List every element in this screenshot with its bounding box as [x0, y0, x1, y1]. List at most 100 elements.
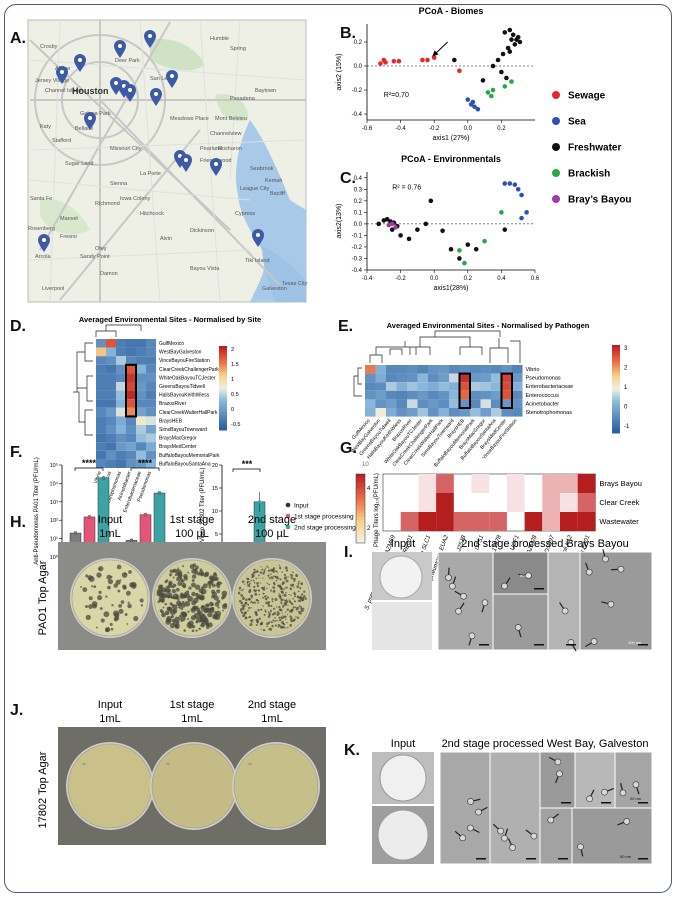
heatmap-cell [386, 390, 397, 400]
plaque [216, 589, 221, 594]
plaque [288, 600, 291, 603]
plaque [96, 572, 102, 578]
x-tick-label: 0.2 [497, 126, 506, 132]
plaque [186, 622, 192, 628]
figure-frame [4, 4, 672, 893]
colorbar-top-label: 10 [362, 462, 369, 468]
arrowhead-icon [432, 50, 439, 57]
map-place-label: Texas City [282, 281, 308, 287]
map-place-label: Tiki Island [245, 258, 270, 264]
plaque [297, 611, 300, 613]
plaque [290, 608, 294, 612]
grid-hole [377, 809, 429, 861]
data-point [482, 238, 487, 244]
plaque [220, 582, 223, 584]
plaque [169, 623, 176, 629]
plaque [270, 604, 273, 608]
plaque [179, 615, 181, 618]
plaque [246, 577, 249, 581]
plaque [292, 577, 294, 580]
plaque [192, 625, 196, 629]
data-point [472, 104, 477, 110]
map-place-label: League City [240, 186, 270, 192]
phage-head [586, 795, 593, 803]
map-place-label: Sugar Land [65, 161, 93, 167]
plaque [241, 611, 244, 614]
plaque [284, 611, 287, 613]
plaque [92, 603, 98, 609]
heatmap-cell [501, 390, 512, 400]
data-point [465, 242, 471, 247]
plaque [127, 603, 132, 609]
scale-bar [561, 802, 571, 804]
plaque [275, 570, 278, 573]
plaque [285, 616, 287, 618]
plaque [295, 616, 297, 618]
colorbar-segment [612, 353, 620, 357]
colorbar-segment [219, 356, 227, 360]
plaque [275, 579, 278, 582]
colorbar-segment [612, 386, 620, 390]
em-brays-bayou: Input 2nd stage processed Brays Bayou 50… [372, 538, 653, 652]
data-point [485, 90, 491, 95]
plaque [287, 626, 289, 629]
map-pin-icon [180, 154, 192, 172]
x-tick-label: -0.6 [362, 126, 373, 132]
plaque [182, 584, 187, 589]
plaque [271, 624, 274, 628]
heatmap-cell [106, 416, 116, 425]
map-place-label: Kemah [265, 178, 282, 184]
heatmap-cell [491, 382, 502, 391]
plaque [202, 583, 208, 589]
data-point [515, 186, 521, 192]
map-place-label: Bayou Vista [190, 266, 220, 272]
colorbar-segment [219, 419, 227, 423]
plaque [187, 571, 190, 574]
colorbar-segment [219, 371, 227, 374]
heatmap-cell [116, 425, 126, 434]
scale-bar [638, 802, 648, 804]
plaque [156, 591, 162, 597]
vibrio-plates: Input 1mL 1st stage 1mL 2nd stage 1mL ~ ~… [37, 699, 326, 845]
plaque [285, 592, 287, 594]
plaque [96, 626, 98, 629]
data-point [473, 246, 479, 252]
plaque [283, 573, 287, 577]
plaque [207, 580, 213, 587]
plaque [299, 610, 301, 612]
plaque [251, 601, 255, 604]
plaque [278, 593, 280, 595]
plaque [199, 568, 203, 572]
heatmap-cell [146, 442, 156, 451]
colorbar-segment [219, 417, 227, 420]
heatmap-cell [96, 347, 106, 357]
plaque [273, 621, 276, 623]
heatmap-cell [106, 356, 116, 365]
plaque [300, 607, 303, 610]
handwriting: ~ [82, 762, 86, 768]
plaque [194, 570, 199, 575]
plaque [250, 579, 252, 582]
heatmap-row-label: WhiteOakBayouTCJester [159, 375, 216, 381]
plaque [247, 610, 249, 612]
scale-label: 50 nm [520, 573, 532, 578]
heatmap-cell [365, 390, 376, 400]
r2-annotation: R²=0.70 [384, 92, 409, 99]
plaque [291, 583, 295, 587]
plaque [274, 619, 277, 622]
plaque [180, 602, 186, 608]
heatmap-cell [116, 373, 126, 382]
plaque [267, 569, 271, 572]
colorbar-segment [612, 413, 620, 416]
em-i-left-label: Input [391, 538, 415, 550]
plaque [164, 588, 168, 592]
colorbar-segment [612, 389, 620, 392]
petri-dish [67, 743, 153, 829]
heatmap-cell [418, 493, 437, 512]
colorbar-segment [356, 533, 365, 537]
colorbar-tick: -0.5 [231, 422, 240, 428]
plaque [280, 616, 284, 620]
plaque [250, 607, 252, 609]
heatmap-cell [438, 390, 449, 400]
plaque [246, 582, 249, 584]
